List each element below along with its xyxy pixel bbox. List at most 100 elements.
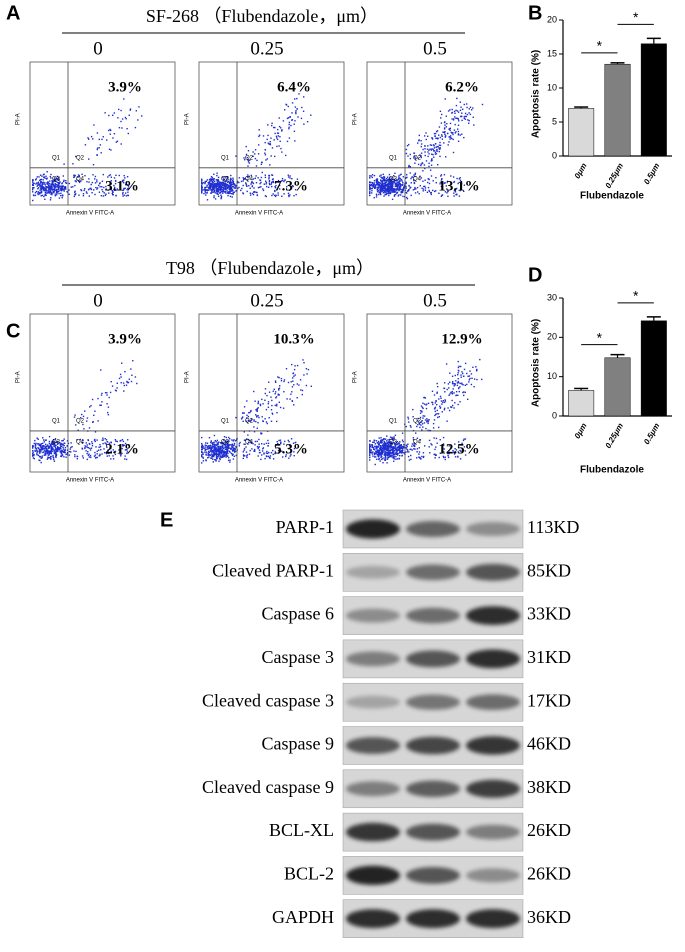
flow-dot <box>130 368 132 370</box>
flow-dot <box>253 420 255 422</box>
flow-dot <box>423 185 425 188</box>
flow-dot <box>52 454 54 457</box>
flow-dot <box>274 445 276 447</box>
flow-dot <box>449 129 451 131</box>
flow-dot <box>243 449 245 451</box>
flow-dot <box>247 159 249 161</box>
flow-dot <box>407 155 409 157</box>
flow-dot <box>227 455 229 457</box>
flow-dot <box>108 442 111 444</box>
flow-dot <box>125 118 127 120</box>
flow-dot <box>230 193 233 195</box>
flow-dot <box>410 454 412 457</box>
flow-dot <box>61 185 63 187</box>
flow-dot <box>43 188 45 190</box>
flow-dot <box>274 452 276 455</box>
flow-dot <box>227 444 229 447</box>
flow-dot <box>63 456 65 458</box>
flow-dot <box>58 186 60 188</box>
flow-dot <box>445 126 447 128</box>
flow-dot <box>249 187 251 189</box>
flow-dot <box>217 185 220 187</box>
flow-dot <box>222 441 224 444</box>
flow-dot <box>227 194 229 197</box>
flow-dot <box>389 450 392 452</box>
flow-dot <box>291 185 294 187</box>
flow-dot <box>307 368 310 371</box>
flow-dot <box>39 452 41 454</box>
flow-dot <box>214 447 216 450</box>
flow-dot <box>224 190 227 192</box>
bar <box>604 63 631 157</box>
flow-dot <box>122 444 124 446</box>
flow-dot <box>110 441 112 443</box>
flow-dot <box>48 189 50 191</box>
flow-dot <box>371 451 373 453</box>
flow-dot <box>226 176 229 178</box>
flow-dot <box>274 190 276 193</box>
flow-dot <box>407 455 410 458</box>
quadrant-label: Q2 <box>413 155 422 161</box>
flow-dot <box>435 146 437 148</box>
flow-dot <box>206 189 208 191</box>
flow-dot <box>420 143 423 145</box>
flow-dot <box>114 450 117 453</box>
flow-dot <box>460 450 462 452</box>
flow-dot <box>457 378 459 380</box>
flow-dot <box>450 136 452 139</box>
flow-dot <box>454 456 457 458</box>
flow-dot <box>470 373 473 375</box>
flow-dot <box>392 185 394 187</box>
flow-dot <box>436 409 438 412</box>
flow-dot <box>228 443 230 446</box>
flow-dot <box>389 442 391 444</box>
flow-dot <box>399 450 401 452</box>
flow-y-label: PI-A <box>185 371 191 383</box>
flow-dot <box>230 190 233 192</box>
flow-dot <box>397 452 399 455</box>
flow-dot <box>108 184 110 186</box>
flow-dot <box>453 129 456 131</box>
flow-dot <box>452 119 455 121</box>
flow-dot <box>400 186 402 188</box>
flow-dot <box>438 426 440 429</box>
flow-dot <box>233 449 235 452</box>
flow-dot <box>275 397 277 399</box>
flow-dot <box>401 445 404 448</box>
flow-dot <box>287 105 289 108</box>
flow-dot <box>99 144 101 146</box>
flow-dot <box>400 173 402 175</box>
flow-dot <box>395 458 397 460</box>
flow-dot <box>387 189 389 191</box>
quadrant-label: Q1 <box>389 418 398 424</box>
flow-dot <box>277 449 280 452</box>
flow-dot <box>219 447 221 449</box>
flow-dot <box>381 444 383 447</box>
flow-dot <box>291 102 294 104</box>
flow-dot <box>283 443 285 445</box>
flow-dot <box>123 175 125 177</box>
flow-dot <box>127 444 130 446</box>
flow-dot <box>225 441 227 443</box>
flow-dot <box>224 446 226 448</box>
flow-dot <box>374 185 377 187</box>
flow-dot <box>42 189 45 191</box>
flow-dot <box>444 136 446 138</box>
flow-dot <box>285 451 288 453</box>
flow-dot <box>56 440 58 443</box>
flow-dot <box>55 454 57 457</box>
flow-dot <box>210 178 212 180</box>
flow-dot <box>66 191 68 193</box>
flow-dot <box>76 179 78 181</box>
flow-dot <box>87 137 89 139</box>
flow-dot <box>231 446 233 449</box>
flow-dot <box>387 454 390 456</box>
flow-dot <box>35 178 37 180</box>
flow-dot <box>102 173 104 176</box>
flow-dot <box>278 439 280 442</box>
flow-dot <box>43 445 46 447</box>
flow-dot <box>444 124 446 126</box>
flow-dot <box>47 454 50 456</box>
flow-dot <box>231 443 233 446</box>
flow-dot <box>405 152 408 155</box>
